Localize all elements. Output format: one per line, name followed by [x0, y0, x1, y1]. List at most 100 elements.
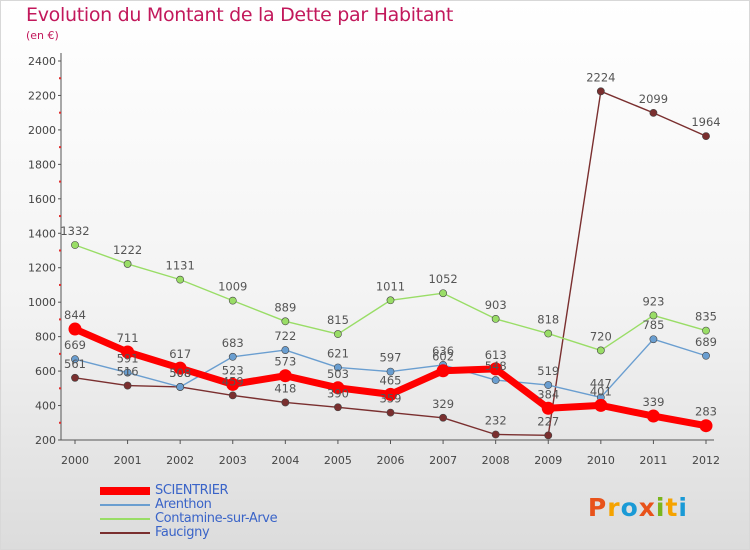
data-point — [702, 351, 710, 360]
data-point — [702, 326, 710, 335]
data-label: 447 — [590, 376, 612, 390]
data-point — [281, 346, 290, 354]
data-label: 1131 — [166, 259, 195, 273]
x-tick-label: 2003 — [219, 454, 247, 467]
data-point — [594, 398, 608, 412]
data-label: 2099 — [639, 92, 668, 106]
data-point — [334, 363, 342, 372]
data-label: 508 — [169, 366, 191, 380]
data-point — [384, 387, 397, 401]
x-tick-label: 2011 — [639, 454, 667, 467]
data-point — [176, 275, 185, 284]
data-point — [439, 289, 447, 298]
data-label: 689 — [695, 335, 717, 349]
data-label: 683 — [222, 336, 244, 350]
data-point — [541, 401, 555, 415]
data-point — [71, 241, 79, 249]
data-label: 359 — [380, 392, 402, 406]
legend-label-arenthon: Arenthon — [155, 497, 212, 512]
data-point — [544, 381, 553, 389]
y-tick-label: 2000 — [28, 124, 56, 137]
data-label: 339 — [642, 395, 664, 409]
axes: 200 400 600 800 1000 1200 1400 1600 1800 2000 2200… — [28, 53, 720, 467]
data-point — [544, 431, 553, 440]
data-label: 508 — [169, 366, 191, 380]
data-point — [281, 317, 290, 326]
data-label: 785 — [642, 318, 664, 332]
legend-label-faucigny: Faucigny — [155, 525, 210, 540]
data-point — [386, 408, 395, 417]
legend-item-arenthon: Arenthon — [100, 497, 400, 512]
data-label: 844 — [64, 308, 86, 322]
legend-item-faucigny: Faucigny — [100, 525, 400, 540]
y-minor-tick — [59, 215, 61, 218]
data-point — [596, 346, 605, 355]
logo-letter: i — [678, 493, 688, 522]
data-point — [278, 369, 292, 383]
data-point — [489, 362, 503, 376]
series-points — [68, 87, 713, 440]
y-minor-tick — [59, 77, 61, 80]
data-label: 903 — [485, 298, 507, 312]
x-tick-label: 2010 — [587, 454, 615, 467]
data-point — [123, 368, 132, 377]
data-point — [699, 419, 713, 433]
data-label: 401 — [590, 384, 612, 398]
data-label: 669 — [64, 338, 86, 352]
legend-label-scientrier: SCIENTRIER — [155, 483, 229, 498]
y-minor-tick — [59, 318, 61, 321]
legend-item-scientrier: SCIENTRIER — [100, 483, 400, 498]
data-point — [386, 367, 395, 376]
data-label: 503 — [327, 367, 349, 381]
data-label: 523 — [222, 363, 244, 377]
logo-letter: o — [620, 493, 639, 522]
y-minor-tick — [59, 421, 61, 424]
y-minor-tick — [59, 111, 61, 114]
data-label: 418 — [274, 381, 296, 395]
data-label: 621 — [327, 346, 349, 360]
data-point — [491, 376, 500, 384]
data-label: 548 — [485, 359, 507, 373]
data-point — [123, 260, 132, 268]
data-point — [123, 381, 132, 390]
y-tick-label: 1000 — [28, 296, 56, 309]
data-point — [436, 364, 450, 378]
y-minor-tick — [59, 352, 61, 355]
data-label: 1222 — [113, 243, 142, 257]
data-point — [334, 403, 342, 412]
data-label: 636 — [432, 344, 454, 358]
x-tick-label: 2008 — [482, 454, 510, 467]
data-label: 283 — [695, 405, 717, 419]
data-label: 465 — [380, 373, 402, 387]
data-point — [702, 132, 710, 141]
y-tick-label: 400 — [35, 400, 56, 413]
data-label: 720 — [590, 329, 612, 343]
data-point — [226, 377, 240, 391]
data-point — [331, 381, 345, 395]
data-point — [228, 352, 237, 361]
data-point — [71, 355, 79, 364]
data-label: 835 — [695, 310, 717, 324]
y-tick-label: 600 — [35, 365, 56, 378]
data-label: 573 — [274, 355, 296, 369]
data-point — [68, 322, 82, 336]
data-point — [649, 311, 658, 320]
x-tick-label: 2007 — [429, 454, 457, 467]
data-label: 561 — [64, 357, 86, 371]
data-point — [649, 335, 658, 344]
x-tick-label: 2002 — [166, 454, 194, 467]
data-label: 390 — [327, 386, 349, 400]
x-tick-label: 2009 — [534, 454, 562, 467]
logo-letter: t — [665, 493, 679, 522]
x-tick-label: 2001 — [114, 454, 142, 467]
x-tick-label: 2006 — [377, 454, 405, 467]
data-point — [439, 413, 447, 422]
y-tick-label: 2200 — [28, 89, 56, 102]
data-label: 613 — [485, 348, 507, 362]
data-label: 1052 — [428, 272, 457, 286]
legend: SCIENTRIER Arenthon Contamine-sur-Arve F… — [100, 483, 400, 540]
y-tick-label: 800 — [35, 331, 56, 344]
y-tick-label: 200 — [35, 434, 56, 447]
x-tick-label: 2004 — [271, 454, 299, 467]
